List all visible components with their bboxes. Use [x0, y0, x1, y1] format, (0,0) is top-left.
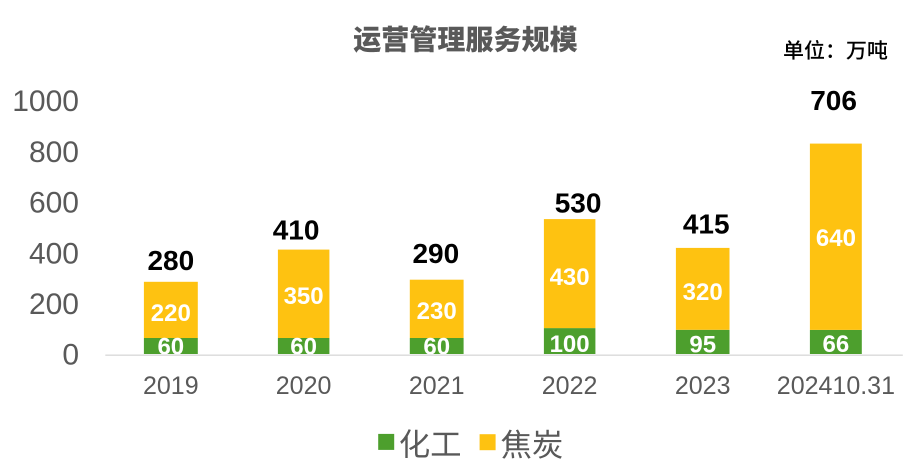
- svg-text:280: 280: [147, 245, 194, 276]
- svg-text:100: 100: [550, 331, 590, 358]
- svg-text:60: 60: [290, 334, 317, 361]
- svg-text:415: 415: [683, 209, 730, 240]
- svg-text:66: 66: [823, 331, 850, 358]
- svg-text:706: 706: [810, 85, 857, 116]
- svg-text:60: 60: [157, 334, 184, 361]
- svg-text:600: 600: [29, 187, 79, 220]
- svg-text:202410.31: 202410.31: [777, 372, 895, 400]
- svg-text:2021: 2021: [409, 372, 465, 400]
- svg-text:2023: 2023: [675, 372, 731, 400]
- svg-text:530: 530: [555, 187, 602, 218]
- svg-text:2022: 2022: [542, 372, 598, 400]
- svg-text:640: 640: [816, 225, 856, 252]
- svg-text:2020: 2020: [276, 372, 332, 400]
- svg-text:2019: 2019: [143, 372, 199, 400]
- svg-text:320: 320: [683, 279, 723, 306]
- svg-text:430: 430: [550, 264, 590, 291]
- svg-text:220: 220: [151, 300, 191, 327]
- svg-text:350: 350: [284, 283, 324, 310]
- svg-text:290: 290: [412, 238, 459, 269]
- svg-text:1000: 1000: [12, 85, 79, 118]
- svg-text:400: 400: [29, 237, 79, 270]
- svg-text:230: 230: [417, 298, 457, 325]
- svg-text:410: 410: [273, 215, 320, 246]
- svg-text:95: 95: [689, 331, 716, 358]
- svg-text:200: 200: [29, 288, 79, 321]
- svg-text:0: 0: [62, 339, 79, 372]
- svg-text:60: 60: [423, 334, 450, 361]
- svg-text:800: 800: [29, 136, 79, 169]
